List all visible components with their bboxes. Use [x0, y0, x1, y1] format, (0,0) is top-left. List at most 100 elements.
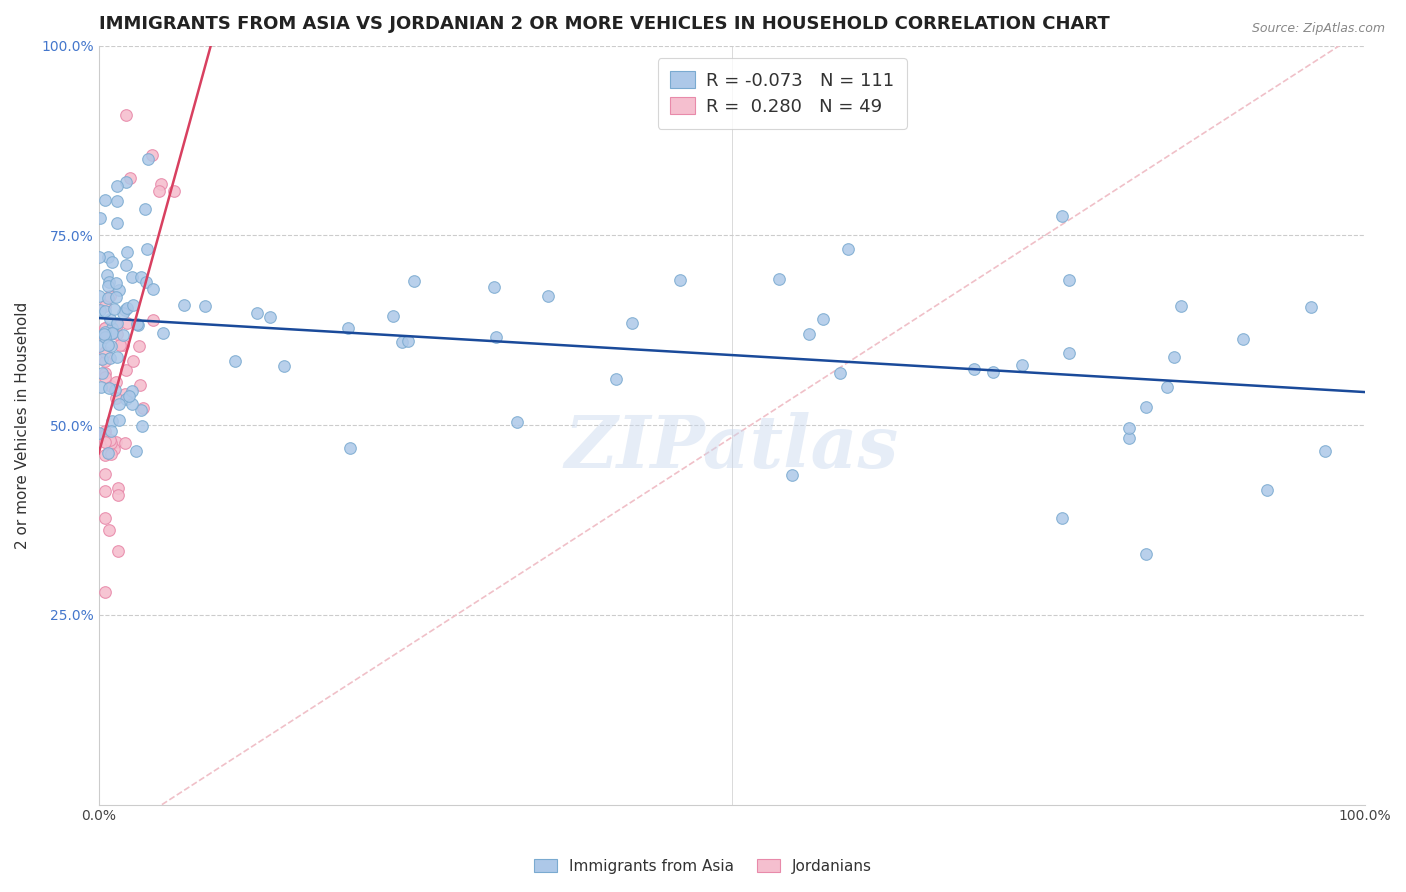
Point: [141, 148, 163, 162]
Point: [94, 193, 117, 207]
Point: [1232, 333, 1254, 347]
Point: [114, 302, 136, 317]
Point: [94, 511, 117, 525]
Point: [93, 326, 115, 341]
Point: [98, 276, 121, 290]
Point: [96, 436, 118, 450]
Point: [142, 312, 165, 326]
Point: [149, 177, 172, 191]
Point: [98, 381, 121, 395]
Legend: R = -0.073   N = 111, R =  0.280   N = 49: R = -0.073 N = 111, R = 0.280 N = 49: [658, 59, 907, 128]
Point: [97, 291, 120, 305]
Point: [101, 326, 124, 341]
Point: [129, 377, 152, 392]
Point: [108, 338, 131, 352]
Point: [1135, 400, 1157, 414]
Point: [105, 318, 128, 332]
Point: [94, 353, 117, 368]
Point: [118, 389, 141, 403]
Point: [1170, 299, 1192, 313]
Point: [122, 298, 145, 312]
Point: [96, 268, 118, 283]
Point: [94, 330, 117, 344]
Point: [105, 350, 128, 364]
Point: [94, 321, 117, 335]
Point: [94, 300, 117, 314]
Point: [117, 245, 139, 260]
Point: [100, 326, 122, 341]
Point: [108, 283, 131, 297]
Point: [537, 289, 560, 303]
Point: [104, 391, 127, 405]
Point: [620, 316, 643, 330]
Point: [114, 363, 136, 377]
Point: [112, 338, 135, 352]
Point: [114, 392, 136, 406]
Point: [136, 152, 159, 166]
Point: [135, 275, 157, 289]
Point: [121, 397, 143, 411]
Point: [506, 415, 529, 429]
Point: [768, 272, 790, 286]
Point: [605, 372, 627, 386]
Point: [115, 301, 138, 315]
Point: [105, 216, 128, 230]
Point: [100, 436, 122, 450]
Point: [90, 379, 112, 393]
Point: [1050, 511, 1073, 525]
Point: [114, 436, 136, 450]
Point: [94, 345, 117, 359]
Point: [111, 327, 134, 342]
Point: [1135, 547, 1157, 561]
Point: [799, 327, 821, 342]
Point: [100, 414, 122, 428]
Point: [94, 585, 117, 599]
Point: [94, 435, 117, 450]
Point: [246, 306, 269, 320]
Point: [97, 523, 120, 537]
Point: [224, 354, 246, 368]
Point: [94, 304, 117, 318]
Point: [117, 316, 139, 330]
Point: [398, 334, 420, 348]
Point: [1057, 273, 1080, 287]
Point: [273, 359, 295, 373]
Point: [94, 467, 117, 481]
Point: [1256, 483, 1278, 497]
Point: [94, 484, 117, 499]
Point: [94, 320, 117, 334]
Point: [1313, 443, 1336, 458]
Point: [89, 289, 111, 303]
Point: [131, 418, 153, 433]
Point: [135, 242, 157, 256]
Point: [337, 321, 360, 335]
Point: [125, 317, 148, 331]
Point: [402, 274, 425, 288]
Point: [89, 339, 111, 353]
Point: [114, 175, 136, 189]
Point: [152, 326, 174, 340]
Point: [103, 442, 125, 457]
Point: [129, 402, 152, 417]
Point: [132, 401, 155, 415]
Point: [94, 448, 117, 462]
Point: [963, 362, 986, 376]
Point: [1163, 350, 1185, 364]
Point: [97, 250, 120, 264]
Point: [127, 318, 149, 333]
Point: [96, 446, 118, 460]
Text: Source: ZipAtlas.com: Source: ZipAtlas.com: [1251, 22, 1385, 36]
Point: [105, 317, 128, 331]
Point: [115, 258, 138, 272]
Point: [101, 321, 124, 335]
Point: [391, 335, 413, 350]
Point: [1011, 358, 1033, 372]
Point: [98, 433, 121, 447]
Point: [94, 330, 117, 344]
Point: [1052, 209, 1074, 223]
Point: [811, 312, 834, 326]
Point: [114, 387, 136, 401]
Point: [97, 279, 120, 293]
Point: [194, 299, 217, 313]
Point: [89, 211, 111, 225]
